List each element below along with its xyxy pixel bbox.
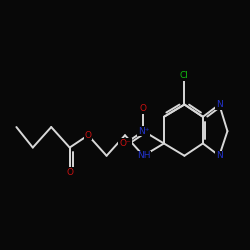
Text: O: O bbox=[84, 131, 91, 140]
Text: O: O bbox=[66, 168, 73, 177]
Text: O⁻: O⁻ bbox=[119, 139, 131, 148]
Text: NH: NH bbox=[137, 151, 150, 160]
Text: N: N bbox=[216, 151, 223, 160]
Text: O: O bbox=[140, 104, 147, 113]
Text: Cl: Cl bbox=[180, 71, 189, 80]
Text: N⁺: N⁺ bbox=[138, 127, 149, 136]
Text: N: N bbox=[216, 100, 223, 109]
